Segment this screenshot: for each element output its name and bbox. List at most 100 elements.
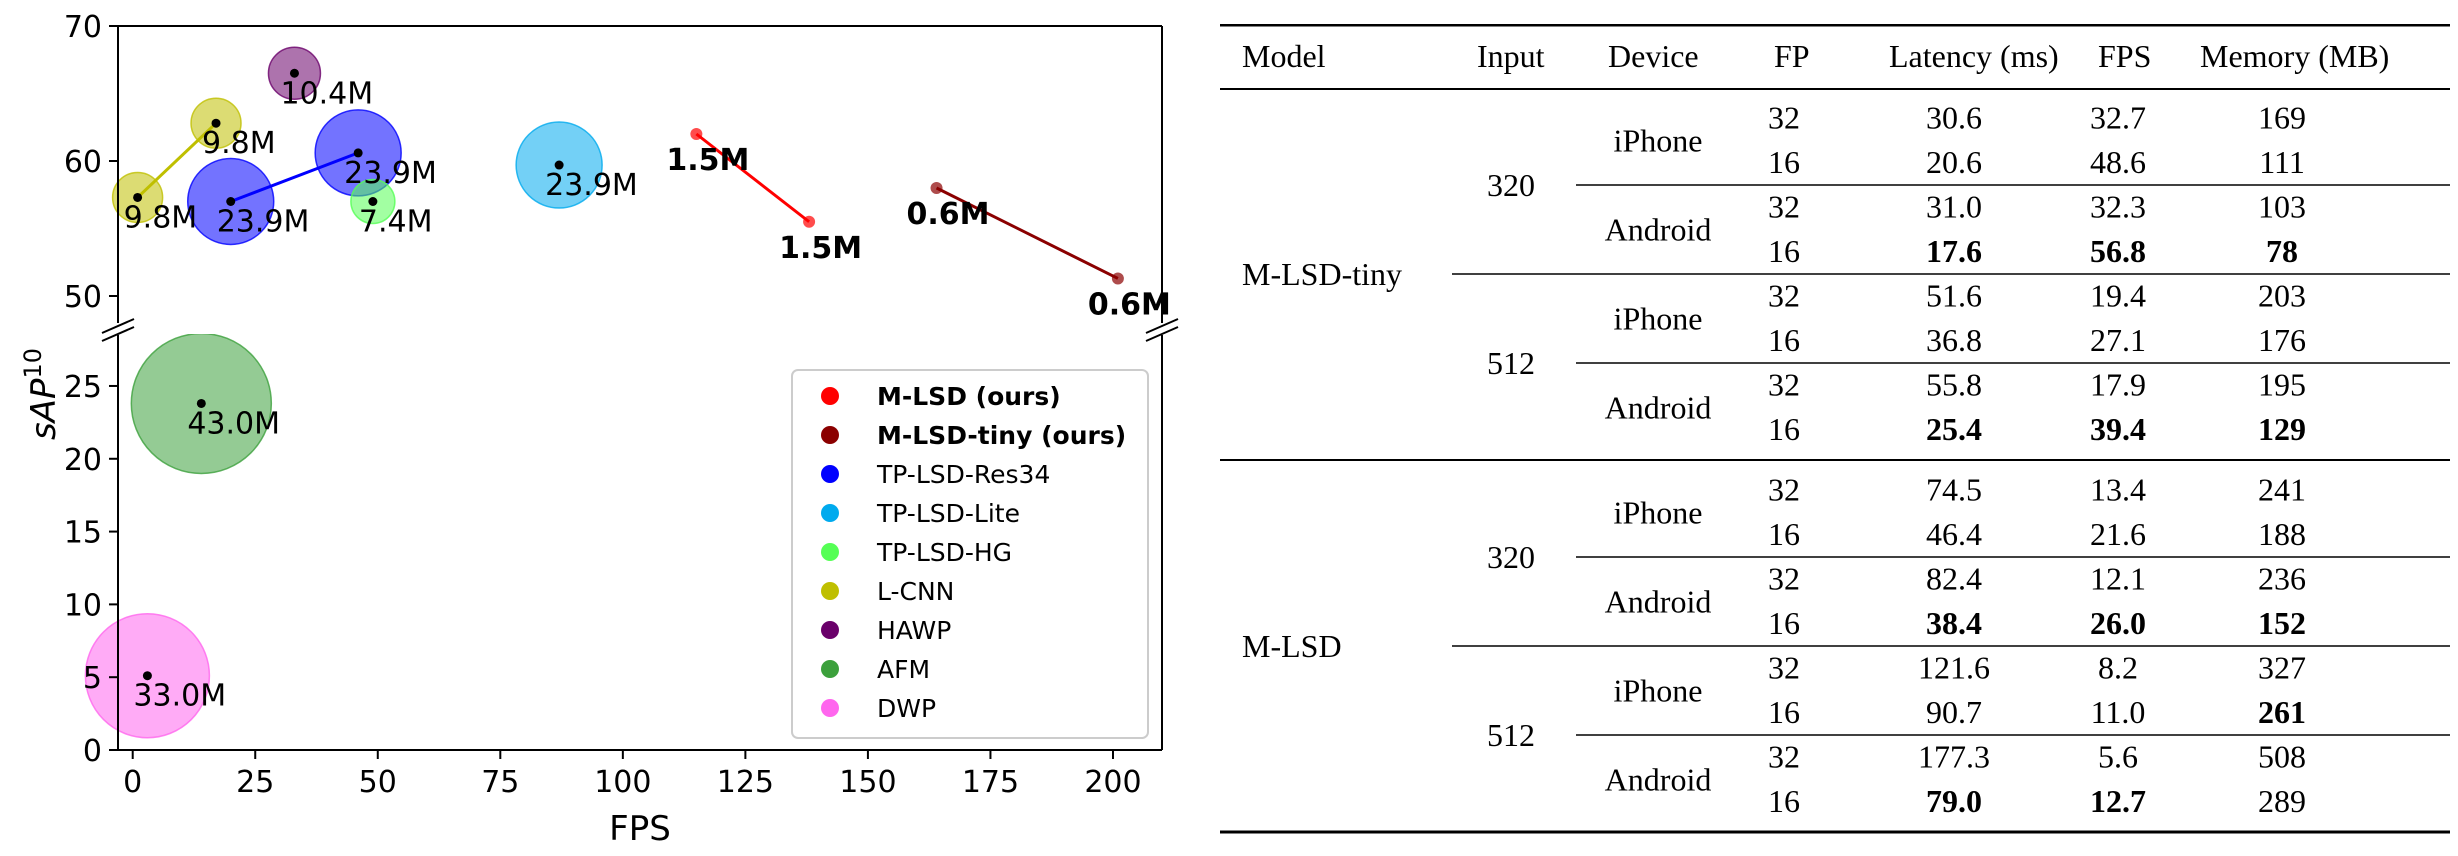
y-tick-label-lower-2: 10 <box>64 588 102 623</box>
legend-marker-4 <box>821 543 839 561</box>
cell-device: Android <box>1605 390 1712 426</box>
legend-marker-8 <box>821 699 839 717</box>
cell-fps: 8.2 <box>2098 650 2138 686</box>
cell-fps: 39.4 <box>2090 411 2146 447</box>
legend-label-6: HAWP <box>877 616 951 645</box>
y-tick-label-lower-1: 5 <box>83 661 102 696</box>
cell-fps: 13.4 <box>2090 472 2146 508</box>
cell-fp: 32 <box>1768 739 1800 775</box>
cell-latency: 177.3 <box>1918 739 1990 775</box>
cell-fp: 32 <box>1768 650 1800 686</box>
cell-input: 512 <box>1487 345 1535 381</box>
cell-fps: 5.6 <box>2098 739 2138 775</box>
cell-fp: 16 <box>1768 605 1800 641</box>
point-label-4-0: 7.4M <box>359 205 433 240</box>
point-label-3-0: 23.9M <box>545 168 638 203</box>
x-tick-label-0: 0 <box>123 765 142 800</box>
point-0-0 <box>690 128 703 140</box>
cell-memory: 169 <box>2258 100 2306 136</box>
series-line-1 <box>935 186 1119 280</box>
y-tick-label-lower-5: 25 <box>64 370 102 405</box>
legend-label-2: TP-LSD-Res34 <box>876 460 1050 489</box>
legend-label-0: M-LSD (ours) <box>877 382 1061 411</box>
y-tick-label-lower-3: 15 <box>64 516 102 551</box>
cell-memory: 203 <box>2258 278 2306 314</box>
point-3-0 <box>554 160 564 170</box>
point-1-0 <box>930 182 943 194</box>
point-label-2-0: 23.9M <box>217 205 310 240</box>
cell-model: M-LSD-tiny <box>1242 256 1402 292</box>
legend-marker-2 <box>821 465 839 483</box>
point-4-0 <box>368 197 378 206</box>
legend-marker-0 <box>821 387 839 405</box>
legend-label-8: DWP <box>877 694 936 723</box>
point-label-5-1: 9.8M <box>202 126 276 161</box>
y-tick-label-lower-4: 20 <box>64 443 102 478</box>
point-label-7-0: 43.0M <box>187 406 280 441</box>
point-label-1-0: 0.6M <box>907 197 990 232</box>
header-6: Memory (MB) <box>2200 38 2389 74</box>
x-axis-label: FPS <box>609 809 671 849</box>
legend-box <box>791 369 1149 739</box>
cell-latency: 38.4 <box>1926 605 1982 641</box>
point-5-0 <box>133 192 143 202</box>
legend-marker-3 <box>821 504 839 522</box>
cell-memory: 261 <box>2258 694 2306 730</box>
cell-device: iPhone <box>1614 673 1703 709</box>
cell-device: iPhone <box>1614 123 1703 159</box>
latency-table: Model Input Device FP Latency (ms) FPS Memory … <box>1220 24 2450 844</box>
x-tick-label-2: 50 <box>359 765 397 800</box>
cell-latency: 30.6 <box>1926 100 1982 136</box>
y-axis-label: sAP10 <box>19 348 64 440</box>
cell-latency: 51.6 <box>1926 278 1982 314</box>
cell-fps: 48.6 <box>2090 144 2146 180</box>
legend: M-LSD (ours) M-LSD-tiny (ours) TP-LSD-Res3… <box>791 369 1149 739</box>
cell-fp: 32 <box>1768 561 1800 597</box>
point-label-0-1: 1.5M <box>779 231 862 266</box>
cell-input: 512 <box>1487 717 1535 753</box>
break-mark-bottom-1 <box>1145 326 1179 342</box>
cell-memory: 195 <box>2258 367 2306 403</box>
series-line-5 <box>136 122 218 199</box>
cell-fp: 16 <box>1768 233 1800 269</box>
cell-fps: 12.7 <box>2090 783 2146 819</box>
point-label-5-0: 9.8M <box>124 200 198 235</box>
cell-fps: 11.0 <box>2091 694 2146 730</box>
cell-memory: 111 <box>2259 144 2305 180</box>
legend-marker-1 <box>821 426 839 444</box>
cell-input: 320 <box>1487 167 1535 203</box>
series-line-0 <box>695 132 811 223</box>
cell-fps: 27.1 <box>2090 322 2146 358</box>
cell-latency: 36.8 <box>1926 322 1982 358</box>
cell-device: iPhone <box>1614 301 1703 337</box>
break-mark-top-1 <box>1145 318 1179 334</box>
y-tick-label-upper-1: 60 <box>64 145 102 180</box>
legend-label-4: TP-LSD-HG <box>876 538 1012 567</box>
point-5-1 <box>211 118 221 128</box>
point-1-1 <box>1111 272 1124 285</box>
point-label-6-0: 10.4M <box>280 76 373 111</box>
x-tick-label-1: 25 <box>236 765 274 800</box>
cell-fp: 16 <box>1768 322 1800 358</box>
cell-fps: 32.3 <box>2090 189 2146 225</box>
cell-fps: 21.6 <box>2090 516 2146 552</box>
legend-label-1: M-LSD-tiny (ours) <box>877 421 1126 450</box>
header-2: Device <box>1608 38 1699 74</box>
cell-latency: 46.4 <box>1926 516 1982 552</box>
point-label-1-1: 0.6M <box>1088 287 1171 322</box>
point-label-0-0: 1.5M <box>666 143 749 178</box>
x-tick-label-8: 200 <box>1084 765 1141 800</box>
break-mark-top-0 <box>101 318 135 334</box>
series-line-2 <box>230 151 359 203</box>
cell-memory: 508 <box>2258 739 2306 775</box>
header-3: FP <box>1774 38 1810 74</box>
legend-label-5: L-CNN <box>877 577 954 606</box>
cell-fps: 56.8 <box>2090 233 2146 269</box>
axis-break-gap <box>117 324 1163 334</box>
cell-model: M-LSD <box>1242 628 1342 664</box>
cell-memory: 129 <box>2258 411 2306 447</box>
cell-memory: 236 <box>2258 561 2306 597</box>
header-1: Input <box>1477 38 1545 74</box>
header-5: FPS <box>2098 38 2151 74</box>
cell-memory: 327 <box>2258 650 2306 686</box>
